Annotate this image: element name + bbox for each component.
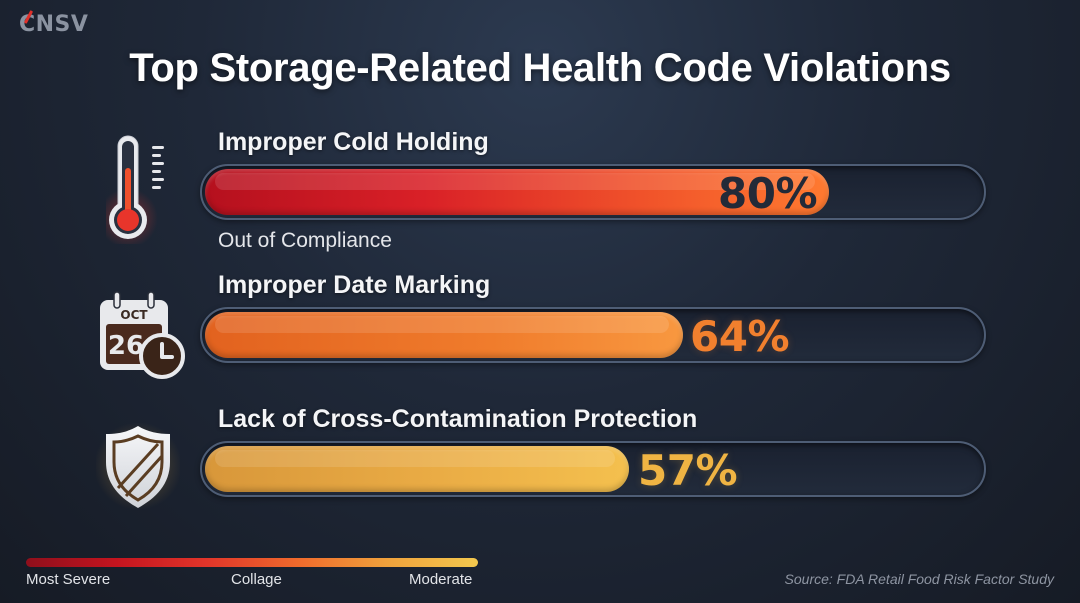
progress-track-cold-holding: 80% bbox=[200, 164, 986, 220]
severity-color-scale bbox=[26, 558, 478, 567]
legend-label-most-severe: Most Severe bbox=[26, 571, 111, 588]
progress-fill-cold-holding bbox=[205, 169, 829, 215]
shield-icon bbox=[94, 418, 182, 519]
progress-fill-date-marking bbox=[205, 312, 683, 358]
value-label-date-marking: 64% bbox=[690, 312, 790, 361]
legend-label-moderate: Moderate bbox=[409, 571, 473, 588]
calendar-day: 26 bbox=[108, 331, 144, 361]
brand-logo: CNSV bbox=[19, 10, 88, 37]
progress-track-date-marking: 64% bbox=[200, 307, 986, 363]
calendar-month: OCT bbox=[120, 308, 148, 322]
page-title: Top Storage-Related Health Code Violatio… bbox=[129, 46, 951, 90]
value-label-cross-contamination: 57% bbox=[638, 446, 738, 495]
thermometer-icon bbox=[98, 132, 170, 249]
calendar-clock-icon: OCT 26 bbox=[96, 290, 188, 387]
row-label-cross-contamination: Lack of Cross-Contamination Protection bbox=[218, 405, 698, 433]
row-label-cold-holding: Improper Cold Holding bbox=[218, 128, 489, 156]
value-label-cold-holding: 80% bbox=[718, 169, 818, 218]
progress-track-cross-contamination: 57% bbox=[200, 441, 986, 497]
progress-fill-cross-contamination bbox=[205, 446, 629, 492]
row-label-date-marking: Improper Date Marking bbox=[218, 271, 491, 299]
legend-label-center: Collage bbox=[231, 571, 282, 588]
source-citation: Source: FDA Retail Food Risk Factor Stud… bbox=[784, 571, 1054, 587]
annotation-out-of-compliance: Out of Compliance bbox=[218, 229, 392, 252]
